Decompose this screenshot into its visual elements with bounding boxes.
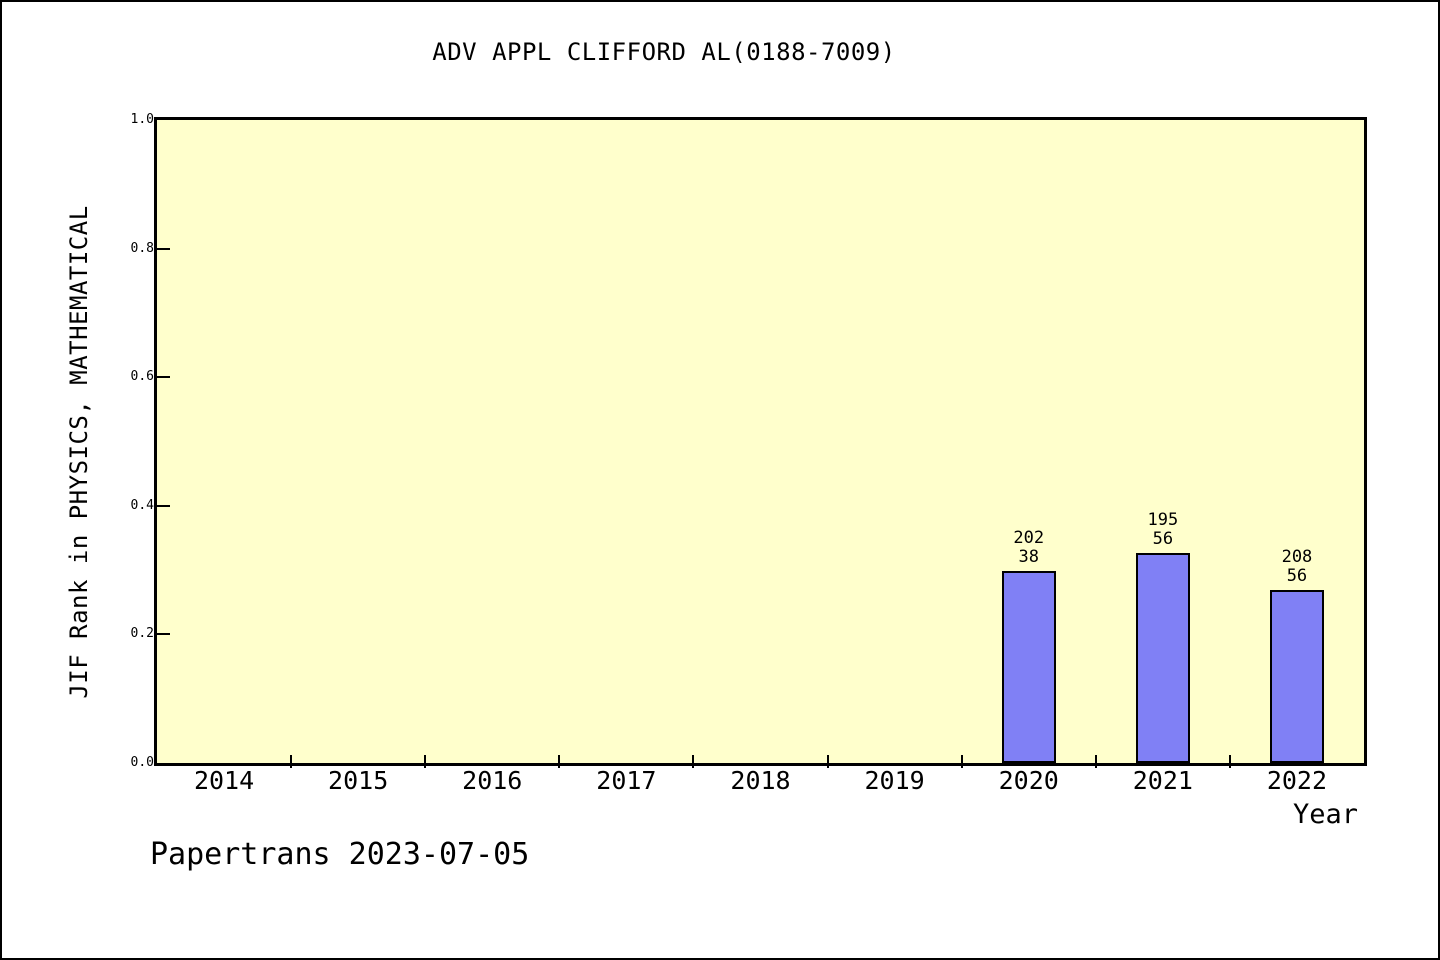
- x-tick: [1094, 755, 1097, 768]
- y-tick-label: 0.6: [130, 369, 154, 385]
- x-tick: [1228, 755, 1231, 768]
- bar: [1135, 553, 1190, 763]
- y-tick-label: 0.4: [130, 497, 154, 513]
- bar: [1001, 571, 1056, 763]
- bar: [1269, 590, 1324, 763]
- bar-value-label: 208 56: [1281, 547, 1313, 586]
- x-tick: [290, 755, 293, 768]
- x-category-label: 2019: [864, 766, 925, 795]
- y-tick-label: 1.0: [130, 112, 154, 127]
- bar-value-label: 202 38: [1013, 528, 1045, 567]
- x-tick: [960, 755, 963, 768]
- x-category-label: 2021: [1132, 766, 1193, 795]
- y-tick-label: 0.2: [130, 626, 154, 642]
- y-axis-title: JIF Rank in PHYSICS, MATHEMATICAL: [65, 205, 93, 699]
- y-tick: [157, 376, 170, 379]
- plot-inner: 202 38 195 56 208 56: [157, 120, 1364, 768]
- x-axis-title: Year: [1292, 799, 1358, 830]
- x-category-label: 2018: [730, 766, 791, 795]
- x-category-label: 2016: [462, 766, 523, 795]
- y-tick: [157, 504, 170, 507]
- bar-value-label: 195 56: [1147, 510, 1179, 549]
- x-tick: [692, 755, 695, 768]
- y-tick-label: 0.0: [130, 755, 154, 770]
- x-tick: [826, 755, 829, 768]
- x-category-label: 2015: [328, 766, 389, 795]
- y-tick-label: 0.8: [130, 240, 154, 256]
- x-category-label: 2017: [596, 766, 657, 795]
- plot-area: 202 38 195 56 208 56: [154, 117, 1367, 768]
- chart-title: ADV APPL CLIFFORD AL(0188-7009): [432, 38, 896, 66]
- x-tick: [558, 755, 561, 768]
- y-tick: [157, 633, 170, 636]
- footer-credit: Papertrans 2023-07-05: [150, 837, 530, 872]
- x-category-label: 2014: [193, 766, 255, 795]
- y-tick: [157, 247, 170, 250]
- x-category-label: 2020: [998, 766, 1059, 795]
- x-tick: [424, 755, 427, 768]
- x-category-label: 2022: [1266, 766, 1328, 795]
